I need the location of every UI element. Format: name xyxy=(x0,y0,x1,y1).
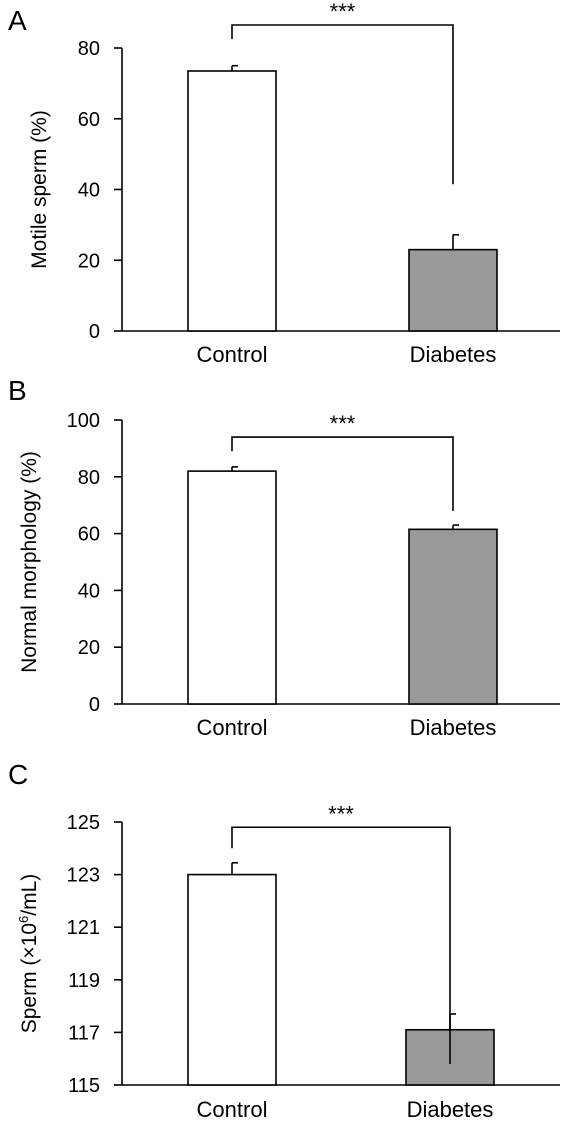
significance-label: *** xyxy=(330,0,356,24)
panel-letter: B xyxy=(8,375,27,406)
y-tick-label: 20 xyxy=(78,637,100,659)
y-axis-label: Motile sperm (%) xyxy=(28,110,51,269)
y-tick-label: 80 xyxy=(78,38,100,60)
y-tick-label: 115 xyxy=(68,1075,100,1097)
y-tick-label: 40 xyxy=(78,180,100,202)
y-axis-label-part: Sperm (×10 xyxy=(18,923,41,1033)
y-tick-label: 119 xyxy=(68,970,100,992)
y-tick-label: 0 xyxy=(89,694,100,716)
y-tick-label: 60 xyxy=(78,524,100,546)
category-label: Control xyxy=(197,715,268,740)
bar-diabetes xyxy=(408,528,498,705)
significance-label: *** xyxy=(328,801,354,826)
y-axis-label: Sperm (×106/mL) xyxy=(16,874,41,1034)
chart-panel-a: A 0 20 40 60 80 Motile sperm (%) Control Diabete… xyxy=(8,0,560,367)
category-label: Control xyxy=(197,1097,268,1122)
y-tick-label: 0 xyxy=(89,321,100,343)
bar-control xyxy=(187,873,277,1086)
panel-letter: C xyxy=(8,759,28,790)
chart-panel-b: B 0 20 40 60 80 100 Normal morphology (%) Contro… xyxy=(8,375,560,740)
chart-panel-c: C 115 117 119 121 123 125 Sperm (×106/mL) Contro… xyxy=(8,759,560,1122)
y-tick-label: 40 xyxy=(78,580,100,602)
bar-control xyxy=(187,470,277,705)
significance-label: *** xyxy=(330,411,356,436)
y-axis-label-part: /mL) xyxy=(18,874,41,916)
y-tick-label: 117 xyxy=(68,1022,100,1044)
bar-control xyxy=(187,70,277,332)
y-axis-label: Normal morphology (%) xyxy=(18,451,41,673)
y-tick-label: 20 xyxy=(78,250,100,272)
y-tick-label: 80 xyxy=(78,467,100,489)
bar-diabetes xyxy=(408,248,498,332)
y-tick-label: 100 xyxy=(67,410,100,432)
category-label: Diabetes xyxy=(410,342,497,367)
significance-bracket xyxy=(231,24,454,185)
y-tick-label: 60 xyxy=(78,109,100,131)
y-tick-label: 123 xyxy=(67,865,100,887)
category-label: Diabetes xyxy=(410,715,497,740)
panel-letter: A xyxy=(8,5,27,36)
y-tick-label: 121 xyxy=(67,917,100,939)
significance-bracket xyxy=(231,826,451,1064)
y-axis-label-superscript: 6 xyxy=(16,916,31,923)
significance-bracket xyxy=(231,436,454,511)
category-label: Control xyxy=(197,342,268,367)
y-tick-label: 125 xyxy=(67,812,100,834)
category-label: Diabetes xyxy=(407,1097,494,1122)
